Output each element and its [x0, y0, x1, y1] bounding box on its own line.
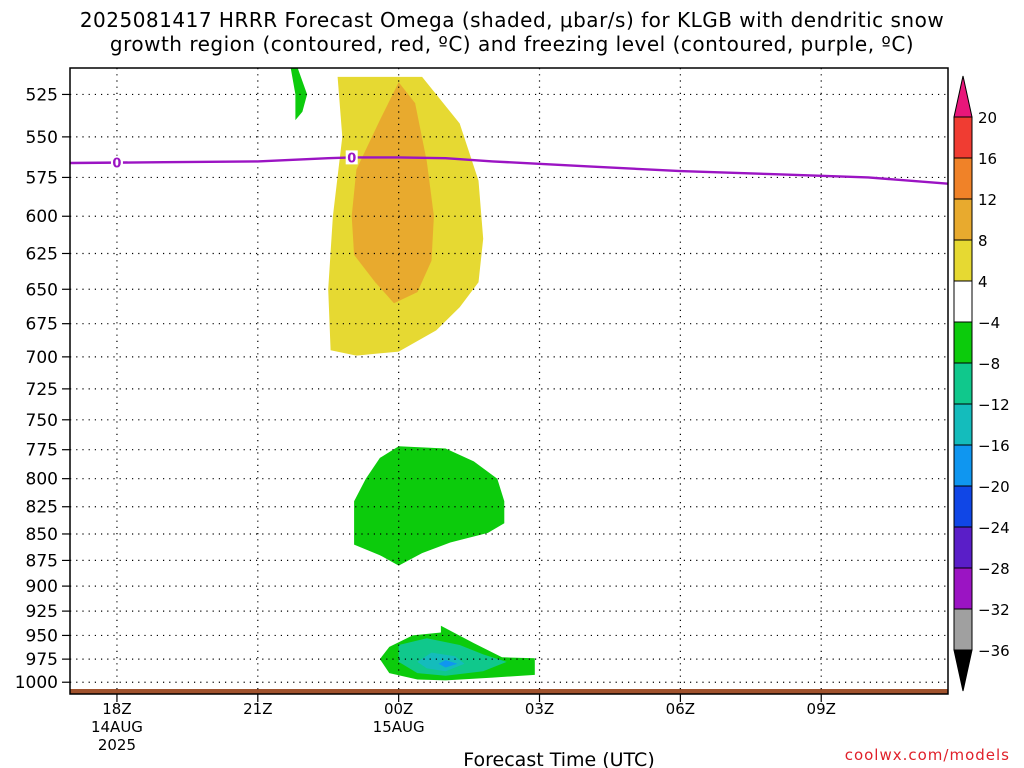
chart-title-line2: growth region (contoured, red, ºC) and f… [109, 32, 915, 56]
freezing-level-label-0: 0 [112, 157, 121, 172]
y-tick-label-750: 750 [26, 411, 58, 431]
colorbar-label-7: −12 [978, 396, 1010, 414]
colorbar-label-4: 4 [978, 273, 988, 291]
colorbar-segment-4 [953, 239, 973, 282]
colorbar-label-5: −4 [978, 314, 1000, 332]
plot-background [70, 68, 948, 694]
y-tick-label-600: 600 [26, 207, 58, 227]
colorbar-segment-3 [953, 198, 973, 241]
y-tick-label-650: 650 [26, 280, 58, 300]
plot-frame [69, 67, 949, 695]
colorbar-segment-9 [953, 444, 973, 487]
y-tick-label-700: 700 [26, 348, 58, 368]
y-tick-label-550: 550 [26, 128, 58, 148]
omega-region-1 [351, 82, 434, 304]
terrain-strip [70, 689, 948, 694]
y-tick-label-525: 525 [26, 85, 58, 105]
colorbar-segment-1 [953, 116, 973, 159]
colorbar: 20 16 12 8 4 −4 −8 −12 −16 −20 −24 −28 −32 −36 [953, 75, 1010, 692]
colorbar-label-0: 20 [978, 109, 997, 127]
y-axis: 525 550 575 600 625 650 675 700 725 750 775 800 825 8… [15, 85, 70, 693]
omega-region-3 [354, 446, 505, 566]
x-tick-date-18Z: 14AUG [91, 718, 143, 736]
freezing-label-bg-0 [110, 155, 123, 170]
chart-title-line1: 2025081417 HRRR Forecast Omega (shaded, … [79, 8, 945, 32]
y-tick-label-725: 725 [26, 380, 58, 400]
y-tick-label-950: 950 [26, 626, 58, 646]
y-tick-label-825: 825 [26, 498, 58, 518]
colorbar-label-12: −32 [978, 601, 1010, 619]
x-tick-date-00Z: 15AUG [373, 718, 425, 736]
colorbar-segment-6 [953, 321, 973, 364]
colorbar-label-13: −36 [978, 642, 1010, 660]
colorbar-label-3: 8 [978, 232, 988, 250]
grid-lines [70, 68, 948, 694]
y-tick-label-575: 575 [26, 168, 58, 188]
y-tick-label-875: 875 [26, 551, 58, 571]
colorbar-label-9: −20 [978, 478, 1010, 496]
x-tick-year-18Z: 2025 [98, 736, 136, 754]
colorbar-segment-13 [953, 608, 973, 651]
credit-text: coolwx.com/models [844, 746, 1010, 764]
chart-title: 2025081417 HRRR Forecast Omega (shaded, … [0, 8, 1024, 56]
x-tick-label-03Z: 03Z [525, 700, 554, 718]
colorbar-label-8: −16 [978, 437, 1010, 455]
colorbar-segment-12 [953, 567, 973, 610]
y-tick-label-925: 925 [26, 602, 58, 622]
omega-region-2 [290, 68, 308, 121]
colorbar-label-6: −8 [978, 355, 1000, 373]
colorbar-label-1: 16 [978, 150, 997, 168]
colorbar-segment-5 [953, 280, 973, 323]
colorbar-arrow-top [953, 75, 973, 118]
colorbar-segment-10 [953, 485, 973, 528]
x-tick-label-18Z: 18Z [102, 700, 131, 718]
colorbar-segment-2 [953, 157, 973, 200]
x-axis-label: Forecast Time (UTC) [463, 749, 654, 768]
y-tick-label-850: 850 [26, 525, 58, 545]
freezing-level-line [70, 156, 948, 185]
x-tick-label-21Z: 21Z [243, 700, 272, 718]
colorbar-segment-11 [953, 526, 973, 569]
colorbar-label-10: −24 [978, 519, 1010, 537]
y-tick-label-1000: 1000 [15, 673, 58, 693]
colorbar-label-2: 12 [978, 191, 997, 209]
freezing-level-label-1: 0 [347, 151, 356, 166]
colorbar-segment-7 [953, 362, 973, 405]
y-tick-label-625: 625 [26, 244, 58, 264]
omega-region-7 [438, 660, 458, 668]
omega-region-6 [417, 652, 465, 672]
y-tick-label-900: 900 [26, 577, 58, 597]
freezing-label-bg-1 [345, 150, 358, 165]
plot-border [69, 67, 949, 695]
colorbar-label-11: −28 [978, 560, 1010, 578]
x-tick-label-09Z: 09Z [807, 700, 836, 718]
y-tick-label-775: 775 [26, 441, 58, 461]
y-tick-label-675: 675 [26, 315, 58, 335]
colorbar-segment-8 [953, 403, 973, 446]
x-tick-label-06Z: 06Z [666, 700, 695, 718]
colorbar-arrow-bottom [953, 649, 973, 692]
x-tick-label-00Z: 00Z [384, 700, 413, 718]
y-tick-label-975: 975 [26, 650, 58, 670]
y-tick-label-800: 800 [26, 470, 58, 490]
plot-area [70, 68, 948, 694]
